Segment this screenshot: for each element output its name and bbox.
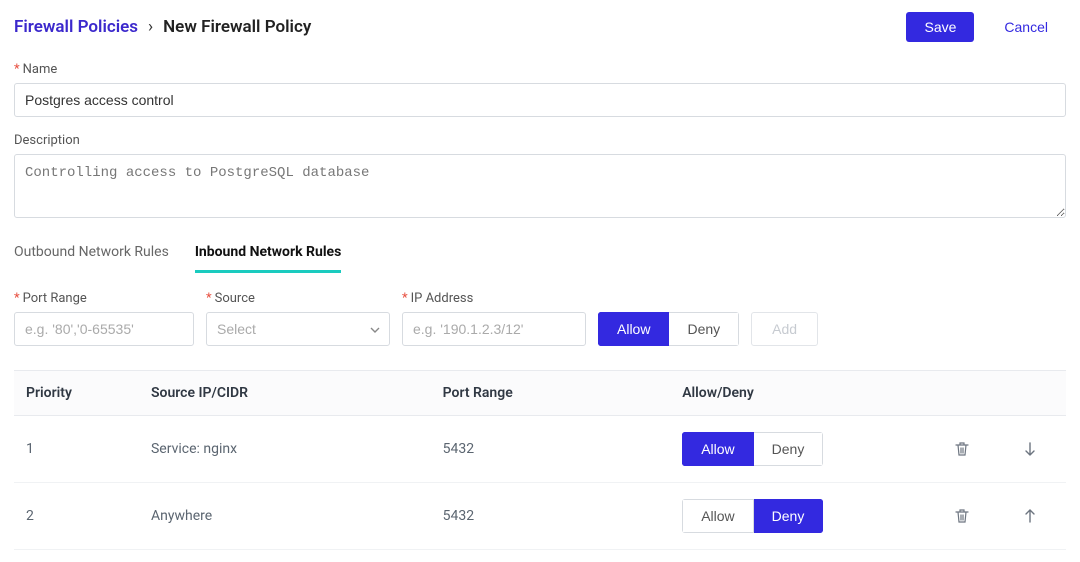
row-allow-button[interactable]: Allow xyxy=(682,499,753,533)
port-range-field: *Port Range xyxy=(14,291,194,346)
allow-deny-cell: AllowDeny xyxy=(670,483,930,550)
source-field: *Source Select xyxy=(206,291,390,346)
priority-cell: 1 xyxy=(14,416,139,483)
save-button[interactable]: Save xyxy=(906,12,974,42)
row-deny-button[interactable]: Deny xyxy=(754,499,824,533)
source-label-text: Source xyxy=(215,291,255,306)
move-up-button[interactable] xyxy=(1020,505,1040,527)
row-allow-button[interactable]: Allow xyxy=(682,432,753,466)
rules-tabs: Outbound Network Rules Inbound Network R… xyxy=(14,238,1066,273)
move-cell xyxy=(993,416,1066,483)
name-field-group: *Name xyxy=(14,62,1066,117)
col-port-header: Port Range xyxy=(431,371,671,416)
port-range-input[interactable] xyxy=(14,312,194,346)
col-allow-header: Allow/Deny xyxy=(670,371,930,416)
table-header-row: Priority Source IP/CIDR Port Range Allow… xyxy=(14,371,1066,416)
description-textarea[interactable]: Controlling access to PostgreSQL databas… xyxy=(14,154,1066,218)
row-allow-deny-toggle: AllowDeny xyxy=(682,432,823,466)
breadcrumb-parent-link[interactable]: Firewall Policies xyxy=(14,17,138,37)
port-range-label: *Port Range xyxy=(14,291,194,306)
source-cell: Anywhere xyxy=(139,483,431,550)
ip-address-label: *IP Address xyxy=(402,291,586,306)
add-rule-form: *Port Range *Source Select *IP Address A… xyxy=(14,291,1066,346)
header-actions: Save Cancel xyxy=(906,12,1066,42)
allow-deny-cell: AllowDeny xyxy=(670,416,930,483)
ip-address-label-text: IP Address xyxy=(411,291,474,306)
add-rule-button[interactable]: Add xyxy=(751,312,818,346)
col-priority-header: Priority xyxy=(14,371,139,416)
col-move-header xyxy=(993,371,1066,416)
table-row: 1Service: nginx5432 AllowDeny xyxy=(14,416,1066,483)
trash-icon xyxy=(955,508,969,524)
source-label: *Source xyxy=(206,291,390,306)
name-label: *Name xyxy=(14,62,1066,77)
arrow-up-icon xyxy=(1024,509,1036,523)
port-cell: 5432 xyxy=(431,483,671,550)
required-star-icon: * xyxy=(402,291,408,306)
port-range-label-text: Port Range xyxy=(23,291,87,306)
description-field-group: Description Controlling access to Postgr… xyxy=(14,133,1066,222)
delete-cell xyxy=(931,416,993,483)
tab-inbound-rules[interactable]: Inbound Network Rules xyxy=(195,238,341,273)
tab-outbound-rules[interactable]: Outbound Network Rules xyxy=(14,238,169,273)
delete-cell xyxy=(931,483,993,550)
required-star-icon: * xyxy=(14,62,20,77)
deny-toggle-button[interactable]: Deny xyxy=(669,312,739,346)
page-header: Firewall Policies › New Firewall Policy … xyxy=(14,12,1066,42)
priority-cell: 2 xyxy=(14,483,139,550)
ip-address-field: *IP Address xyxy=(402,291,586,346)
allow-toggle-button[interactable]: Allow xyxy=(598,312,669,346)
ip-address-input[interactable] xyxy=(402,312,586,346)
arrow-down-icon xyxy=(1024,442,1036,456)
allow-deny-toggle: Allow Deny xyxy=(598,312,739,346)
breadcrumb: Firewall Policies › New Firewall Policy xyxy=(14,17,311,37)
source-cell: Service: nginx xyxy=(139,416,431,483)
name-label-text: Name xyxy=(23,62,58,77)
required-star-icon: * xyxy=(14,291,20,306)
move-cell xyxy=(993,483,1066,550)
rules-table: Priority Source IP/CIDR Port Range Allow… xyxy=(14,370,1066,550)
col-source-header: Source IP/CIDR xyxy=(139,371,431,416)
add-button-col: Add xyxy=(751,312,818,346)
required-star-icon: * xyxy=(206,291,212,306)
row-deny-button[interactable]: Deny xyxy=(754,432,824,466)
name-input[interactable] xyxy=(14,83,1066,117)
chevron-right-icon: › xyxy=(148,17,153,37)
breadcrumb-current: New Firewall Policy xyxy=(163,17,311,37)
trash-icon xyxy=(955,441,969,457)
move-down-button[interactable] xyxy=(1020,438,1040,460)
source-select[interactable]: Select xyxy=(206,312,390,346)
allow-deny-field: Allow Deny xyxy=(598,312,739,346)
cancel-button[interactable]: Cancel xyxy=(986,12,1066,42)
table-row: 2Anywhere5432 AllowDeny xyxy=(14,483,1066,550)
delete-row-button[interactable] xyxy=(951,437,973,461)
row-allow-deny-toggle: AllowDeny xyxy=(682,499,823,533)
description-label: Description xyxy=(14,133,1066,148)
col-delete-header xyxy=(931,371,993,416)
port-cell: 5432 xyxy=(431,416,671,483)
